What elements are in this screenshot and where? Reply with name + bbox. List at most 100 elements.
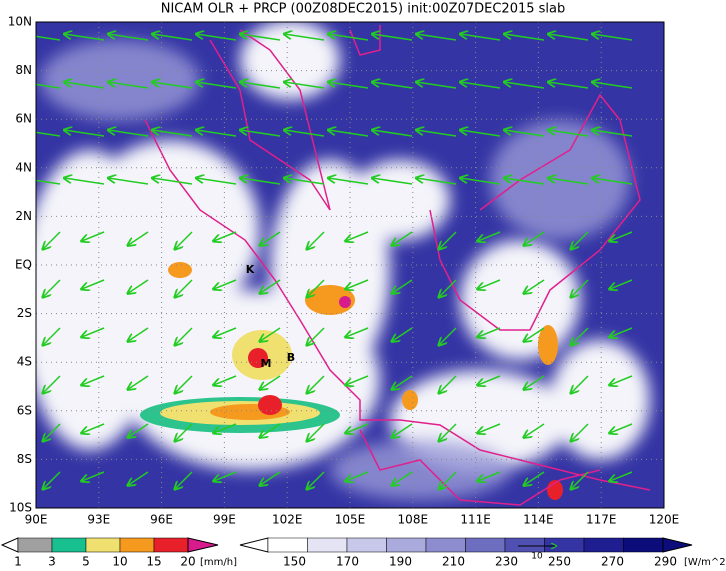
wind-arrow xyxy=(392,423,413,437)
wind-arrow xyxy=(416,178,457,185)
wind-arrow xyxy=(43,279,61,297)
site-marker: B xyxy=(287,351,295,364)
legend-label: 15 xyxy=(146,555,161,569)
wind-arrow xyxy=(175,423,193,441)
legend-swatch xyxy=(51,537,87,553)
site-marker: K xyxy=(246,263,255,276)
wind-arrow xyxy=(307,375,325,393)
legend-swatch xyxy=(386,537,427,553)
wind-arrow xyxy=(372,34,413,41)
wind-arrow xyxy=(571,279,589,297)
lon-label: 108E xyxy=(398,513,429,527)
wind-arrow xyxy=(504,34,545,41)
wind-arrow xyxy=(260,279,281,293)
lat-label: 8N xyxy=(15,63,32,77)
site-markers: K M B xyxy=(246,263,295,370)
wind-arrow xyxy=(152,130,193,137)
wind-arrow xyxy=(175,279,193,297)
wind-arrow xyxy=(524,375,545,389)
legend-label: 190 xyxy=(389,555,412,569)
wind-arrow xyxy=(284,34,325,41)
wind-arrow xyxy=(152,34,193,41)
wind-arrow xyxy=(610,327,633,337)
wind-arrow xyxy=(240,82,281,89)
wind-arrow xyxy=(214,231,237,241)
wind-arrow xyxy=(524,231,545,245)
wind-arrow xyxy=(460,130,501,137)
wind-arrow xyxy=(416,130,457,137)
legend-arrow xyxy=(187,537,219,553)
wind-arrow xyxy=(108,178,149,185)
wind-arrow xyxy=(175,327,193,345)
wind-arrow xyxy=(214,279,237,289)
wind-arrow xyxy=(610,471,633,481)
wind-arrow xyxy=(439,423,457,441)
wind-arrow xyxy=(36,83,61,89)
wind-arrow xyxy=(460,34,501,41)
legend-arrow xyxy=(662,537,693,553)
wind-arrow xyxy=(260,471,281,485)
lon-label: 111E xyxy=(460,513,491,527)
wind-arrow xyxy=(548,34,589,41)
wind-arrow xyxy=(571,423,589,441)
lon-label: 120E xyxy=(649,513,680,527)
wind-arrow xyxy=(82,471,105,481)
wind-arrow xyxy=(571,231,589,249)
legend-swatch xyxy=(153,537,189,553)
legend-swatch xyxy=(17,537,53,553)
lat-label: 4N xyxy=(15,160,32,174)
wind-arrow xyxy=(592,34,633,41)
lat-label: 10N xyxy=(8,15,32,29)
lat-label: 10S xyxy=(9,501,32,515)
wind-arrow xyxy=(610,423,633,433)
wind-arrow xyxy=(196,178,237,185)
legend-label: 150 xyxy=(283,555,306,569)
wind-arrow xyxy=(240,34,281,41)
wind-arrow xyxy=(82,231,105,241)
legend-unit: [mm/h] xyxy=(200,557,237,568)
wind-arrow xyxy=(214,327,237,337)
wind-arrow xyxy=(82,279,105,289)
lat-label: EQ xyxy=(15,258,32,272)
wind-arrow xyxy=(240,130,281,137)
lon-label: 102E xyxy=(272,513,303,527)
wind-arrow xyxy=(307,231,325,249)
wind-arrow xyxy=(439,471,457,489)
precip-legend: 1 3 5 10 15 20 [mm/h] xyxy=(0,537,237,569)
wind-arrow xyxy=(571,327,589,345)
wind-arrow xyxy=(43,231,61,249)
wind-arrow xyxy=(64,82,105,89)
wind-arrow xyxy=(504,82,545,89)
legend-label: 290 xyxy=(654,555,677,569)
wind-arrow xyxy=(592,82,633,89)
wind-arrow xyxy=(128,279,149,293)
wind-arrow xyxy=(196,82,237,89)
wind-arrow xyxy=(43,423,61,441)
wind-arrow xyxy=(524,327,545,341)
legend-swatch xyxy=(623,537,664,553)
wind-arrow xyxy=(284,178,325,185)
wind-arrow xyxy=(64,34,105,41)
legend-swatch xyxy=(267,537,308,553)
wind-arrow xyxy=(108,34,149,41)
wind-arrow xyxy=(548,178,589,185)
lon-label: 90E xyxy=(25,513,48,527)
site-marker: M xyxy=(261,357,272,370)
wind-arrow xyxy=(346,327,369,337)
legend-swatch xyxy=(544,537,585,553)
precipitation xyxy=(140,262,563,500)
wind-arrow xyxy=(152,82,193,89)
wind-arrow xyxy=(64,130,105,137)
wind-arrow xyxy=(372,82,413,89)
wind-arrow xyxy=(524,279,545,293)
wind-arrow xyxy=(478,423,501,433)
wind-arrow xyxy=(392,279,413,293)
legend-arrow xyxy=(239,537,269,553)
wind-arrow xyxy=(610,231,633,241)
wind-arrow xyxy=(346,279,369,289)
wind-arrow xyxy=(548,82,589,89)
legend-swatch xyxy=(119,537,155,553)
wind-arrow xyxy=(439,327,457,345)
wind-arrow xyxy=(416,82,457,89)
wind-arrow xyxy=(392,471,413,485)
